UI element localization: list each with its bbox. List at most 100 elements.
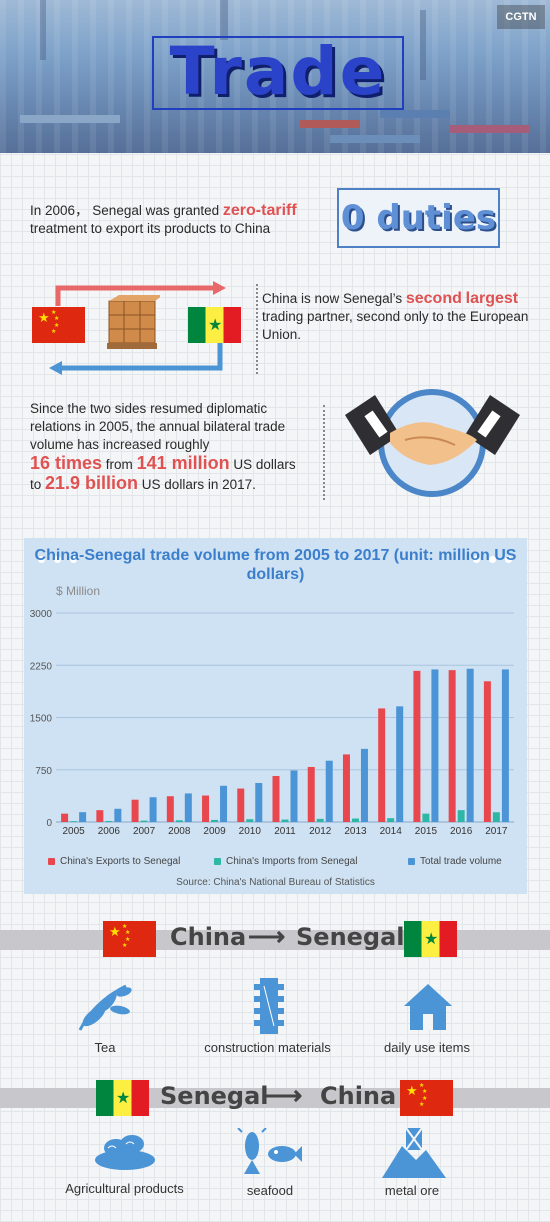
zero-tariff-paragraph: In 2006， Senegal was granted zero-tariff… — [30, 202, 330, 238]
partner-highlight-largest: largest — [465, 290, 519, 307]
trade-flow-arrows — [49, 281, 226, 375]
x-tick-label: 2015 — [415, 826, 438, 837]
chart-title: China-Senegal trade volume from 2005 to … — [34, 547, 517, 583]
bar-1 — [105, 820, 113, 822]
x-tick-label: 2017 — [485, 826, 508, 837]
separator — [256, 284, 258, 374]
decor-dot — [505, 556, 512, 563]
bar-1 — [246, 819, 254, 822]
legend-label: China's Exports to Senegal — [60, 856, 181, 867]
import-from-label: Senegal — [160, 1082, 269, 1110]
legend-total: Total trade volume — [408, 856, 502, 867]
decor-dot — [489, 556, 496, 563]
bar-1 — [422, 813, 430, 822]
tea-leaf-icon — [78, 984, 132, 1031]
bar-2 — [290, 770, 298, 822]
bar-1 — [140, 820, 148, 822]
decor-dot — [38, 556, 45, 563]
export-item-label: daily use items — [384, 1040, 470, 1055]
import-to-label: China — [320, 1082, 397, 1110]
growth-to-value: 21.9 billion — [45, 473, 139, 493]
bar-0 — [96, 810, 104, 822]
bar-2 — [360, 748, 368, 822]
peanut-icon — [95, 1135, 155, 1170]
senegal-flag-icon: ★ — [404, 921, 457, 957]
bar-1 — [457, 810, 465, 822]
bar-2 — [184, 793, 192, 822]
bar-1 — [387, 818, 395, 822]
growth-paragraph: Since the two sides resumed diplomatic r… — [30, 400, 320, 494]
bar-0 — [307, 766, 315, 822]
x-tick-label: 2012 — [309, 826, 332, 837]
bar-0 — [483, 681, 491, 822]
bar-0 — [413, 670, 421, 822]
x-tick-label: 2011 — [274, 826, 296, 837]
y-tick-label: 2250 — [30, 661, 53, 672]
legend-swatch — [408, 857, 415, 865]
x-tick-label: 2010 — [239, 826, 262, 837]
growth-line1: Since the two sides resumed diplomatic r… — [30, 401, 286, 452]
chart-panel — [24, 538, 527, 894]
x-tick-label: 2005 — [62, 826, 85, 837]
china-flag-icon: ★ ★ ★ ★ ★ — [32, 307, 85, 343]
x-tick-label: 2016 — [450, 826, 473, 837]
export-item-label: Tea — [94, 1040, 116, 1055]
senegal-flag-icon: ★ — [188, 307, 241, 343]
bar-0 — [237, 788, 245, 822]
bar-2 — [325, 760, 333, 822]
bar-0 — [61, 813, 69, 822]
bar-1 — [316, 818, 324, 822]
import-item-label: seafood — [246, 1183, 294, 1198]
y-tick-label: 1500 — [30, 714, 53, 725]
bar-1 — [281, 819, 289, 822]
zero-tariff-prefix: In 2006， Senegal was granted — [30, 203, 223, 218]
cargo-pallet-icon — [107, 295, 160, 349]
partner-prefix: China is now Senegal’s — [262, 291, 406, 306]
title-frame — [152, 36, 404, 110]
legend-label: China's Imports from Senegal — [226, 856, 358, 867]
bar-1 — [211, 819, 219, 822]
bar-0 — [166, 796, 174, 822]
arrow-right-icon: ⟶ — [265, 1080, 303, 1110]
x-tick-label: 2009 — [203, 826, 226, 837]
x-tick-label: 2014 — [380, 826, 403, 837]
header-banner — [0, 0, 550, 153]
legend-swatch — [48, 857, 55, 865]
bar-0 — [342, 754, 350, 822]
bar-2 — [396, 706, 404, 822]
export-to-label: Senegal — [296, 923, 405, 951]
decor-dot — [70, 556, 77, 563]
y-tick-label: 750 — [35, 766, 52, 777]
bar-2 — [466, 668, 474, 822]
duties-badge-frame — [337, 188, 500, 248]
zero-tariff-line2: treatment to export its products to Chin… — [30, 221, 271, 236]
export-item-label: construction materials — [204, 1040, 331, 1055]
separator — [323, 405, 325, 500]
bar-0 — [202, 795, 210, 822]
chart-source: Source: China's National Bureau of Stati… — [176, 877, 375, 888]
bar-0 — [131, 799, 139, 822]
zero-tariff-highlight: zero-tariff — [222, 202, 297, 219]
import-item-label: Agricultural products — [65, 1181, 184, 1196]
bar-1 — [492, 812, 500, 822]
growth-from-value: 141 million — [136, 453, 230, 473]
metal-ore-icon — [382, 1127, 446, 1178]
x-tick-label: 2006 — [98, 826, 121, 837]
growth-times: 16 times — [30, 453, 103, 473]
growth-usd2: US dollars in 2017. — [138, 477, 256, 492]
arrow-right-icon: ⟶ — [248, 921, 286, 951]
senegal-flag-icon: ★ — [96, 1080, 149, 1116]
legend-swatch — [214, 857, 221, 865]
partner-paragraph: China is now Senegal’s second largest tr… — [262, 290, 542, 344]
chart-plot: 3000 2250 1500 750 0 2005 2006 2007 2008 2009 2010… — [30, 609, 514, 837]
bar-1 — [70, 821, 78, 822]
export-from-label: China — [170, 923, 247, 951]
handshake-icon — [345, 389, 520, 497]
bar-0 — [272, 776, 280, 822]
x-tick-label: 2007 — [133, 826, 156, 837]
cgtn-logo: CGTN — [497, 5, 545, 29]
growth-from-word: from — [102, 457, 137, 472]
legend-imports: China's Imports from Senegal — [214, 856, 357, 867]
x-tick-label: 2013 — [344, 826, 367, 837]
bar-2 — [255, 782, 263, 822]
